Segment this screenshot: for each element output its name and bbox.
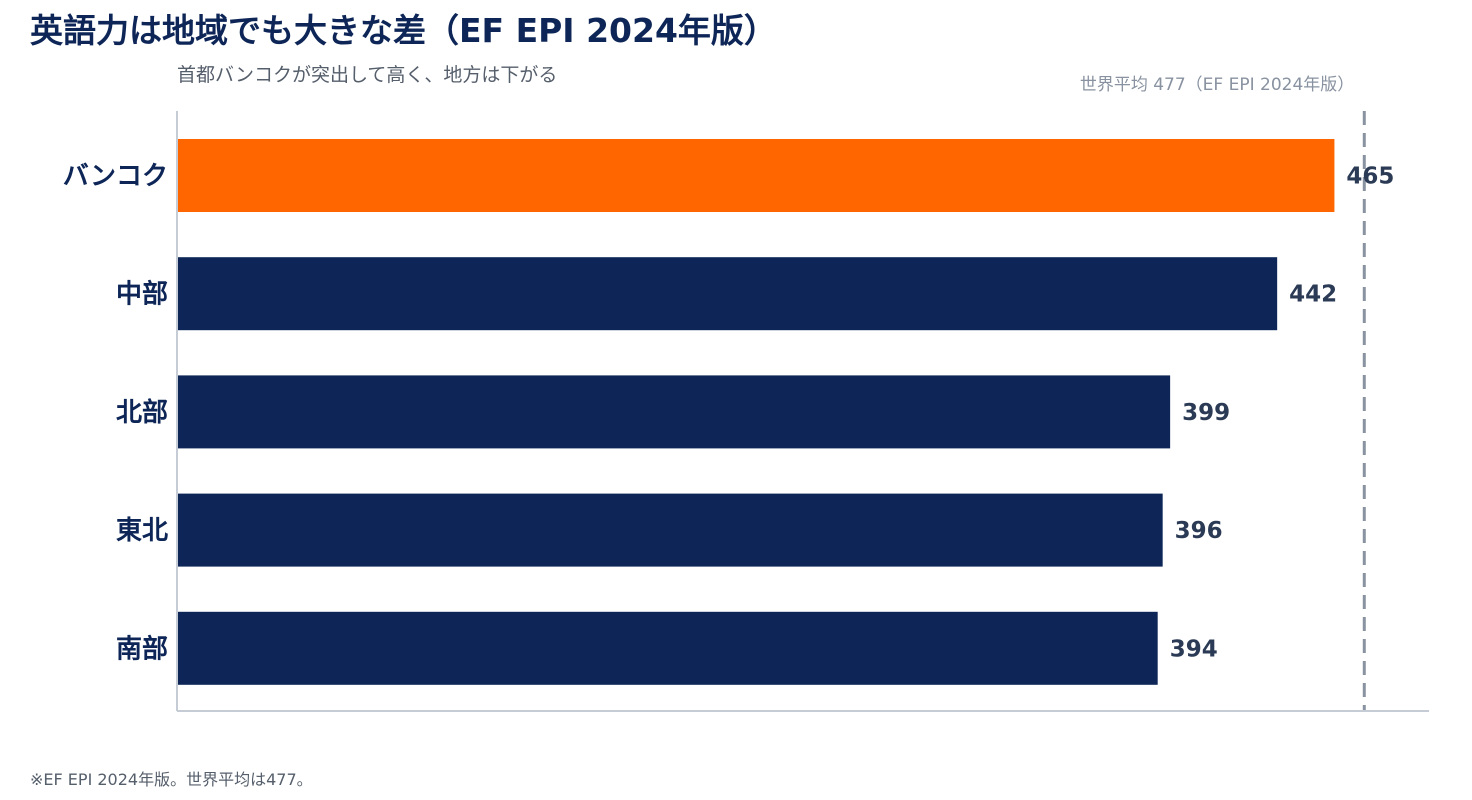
- bars-group: [177, 139, 1335, 685]
- chart-title: 英語力は地域でも大きな差（EF EPI 2024年版）: [30, 11, 777, 50]
- reference-group: 世界平均 477（EF EPI 2024年版）: [1080, 75, 1366, 711]
- bar-2: [177, 375, 1171, 449]
- footnote: ※EF EPI 2024年版。世界平均は477。: [30, 770, 313, 789]
- category-label: 東北: [116, 516, 168, 546]
- chart-subtitle: 首都バンコクが突出して高く、地方は下がる: [177, 64, 558, 86]
- category-label: 南部: [116, 634, 168, 664]
- axes-group: [176, 111, 1429, 712]
- bar-4: [177, 611, 1158, 685]
- bar-3: [177, 493, 1163, 567]
- value-label: 442: [1289, 282, 1337, 308]
- reference-line-label: 世界平均 477（EF EPI 2024年版）: [1080, 75, 1354, 95]
- category-label: 中部: [116, 280, 168, 310]
- value-label: 396: [1175, 518, 1223, 544]
- category-label: 北部: [116, 398, 168, 428]
- value-label: 465: [1346, 164, 1394, 190]
- bar-0: [177, 139, 1335, 212]
- category-label: バンコク: [63, 162, 168, 192]
- labels-group: バンコク 465 中部 442 北部 399 東北 396 南部 394: [63, 162, 1395, 665]
- value-label: 394: [1170, 636, 1218, 662]
- bar-1: [177, 257, 1278, 331]
- value-label: 399: [1182, 400, 1230, 426]
